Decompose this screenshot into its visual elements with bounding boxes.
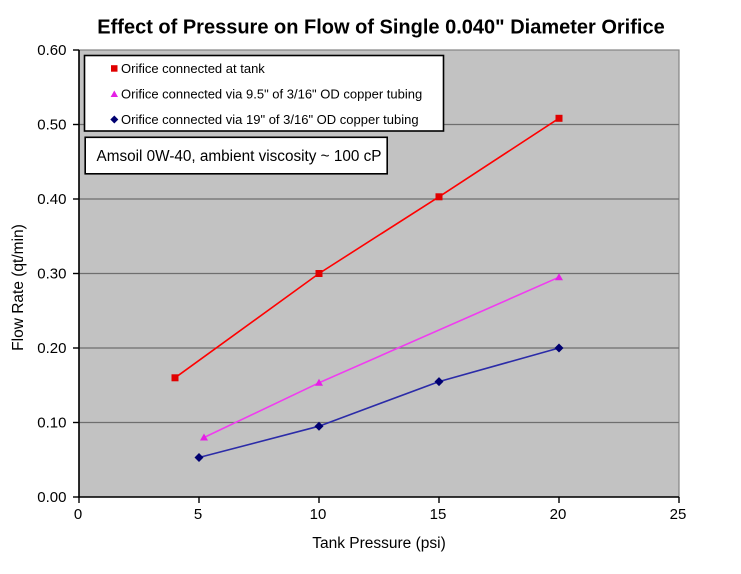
- svg-text:0.40: 0.40: [37, 191, 66, 208]
- svg-text:5: 5: [194, 506, 202, 523]
- svg-text:20: 20: [550, 506, 567, 523]
- svg-text:Flow Rate (qt/min): Flow Rate (qt/min): [10, 224, 27, 351]
- svg-text:25: 25: [670, 506, 687, 523]
- svg-text:10: 10: [310, 506, 327, 523]
- svg-text:Effect of Pressure on Flow of: Effect of Pressure on Flow of Single 0.0…: [97, 16, 664, 38]
- svg-text:0.30: 0.30: [37, 266, 66, 283]
- svg-text:0.20: 0.20: [37, 340, 66, 357]
- svg-text:0.10: 0.10: [37, 415, 66, 432]
- svg-text:0.60: 0.60: [37, 42, 66, 59]
- svg-text:Orifice connected via 19" of 3: Orifice connected via 19" of 3/16" OD co…: [121, 112, 419, 127]
- svg-text:15: 15: [430, 506, 447, 523]
- svg-text:0.50: 0.50: [37, 117, 66, 134]
- svg-text:Amsoil 0W-40, ambient viscosit: Amsoil 0W-40, ambient viscosity ~ 100 cP: [97, 148, 382, 165]
- svg-text:0.00: 0.00: [37, 489, 66, 506]
- svg-text:Orifice connected via 9.5" of: Orifice connected via 9.5" of 3/16" OD c…: [121, 87, 422, 102]
- svg-text:0: 0: [74, 506, 82, 523]
- svg-text:Tank Pressure (psi): Tank Pressure (psi): [312, 535, 446, 552]
- svg-text:Orifice connected at tank: Orifice connected at tank: [121, 61, 265, 76]
